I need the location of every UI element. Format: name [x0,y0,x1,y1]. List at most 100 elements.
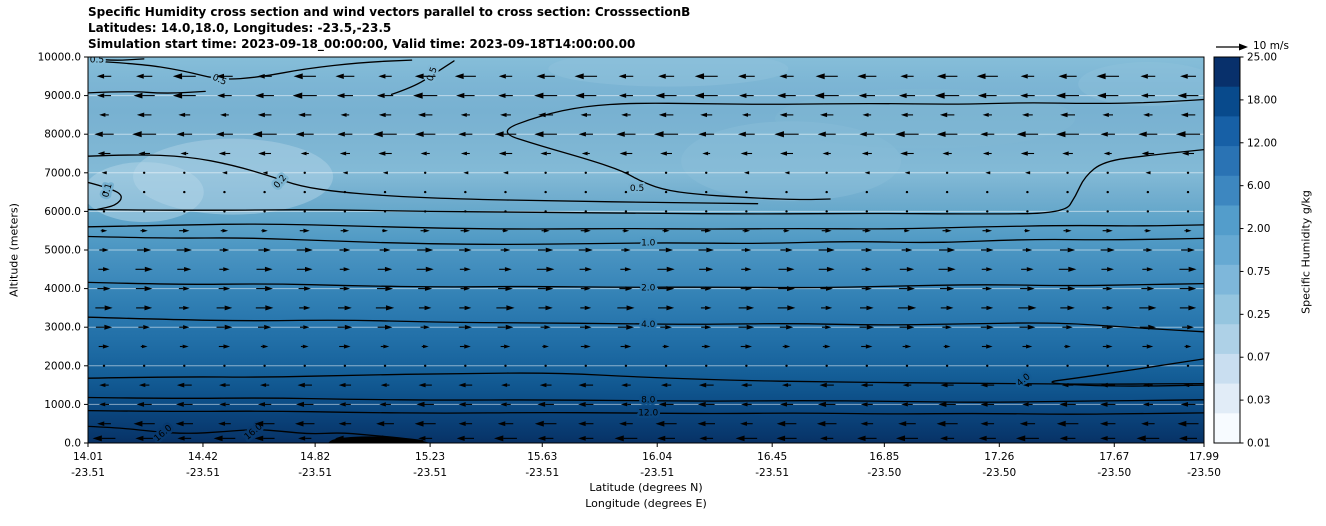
wind-vector-head [219,383,226,388]
wind-vector-head [546,266,555,272]
wind-vector-head [223,267,230,272]
wind-vector-head [1180,402,1188,407]
wind-vector-head [826,286,833,291]
x-tick-label-lon: -23.50 [867,467,901,479]
wind-calm-dot [383,190,387,194]
wind-vector-head [1068,266,1077,272]
wind-vector-head [293,73,303,80]
wind-vector-head [380,383,387,388]
wind-calm-dot [905,190,909,194]
wind-vector-head [1187,247,1195,253]
wind-vector-head [945,228,952,233]
wind-vector-head [780,151,788,156]
wind-vector-head [1067,286,1076,292]
wind-vector-head [339,151,347,156]
wind-calm-dot [785,364,788,367]
wind-vector-head [262,344,269,349]
wind-vector-head [976,73,986,80]
wind-vector-head [344,305,352,311]
wind-vector-head [223,286,231,291]
contour-line [390,60,455,96]
wind-vector-head [424,286,433,291]
wind-vector-head [378,112,386,118]
colorbar-label: Specific Humidity g/kg [1299,190,1313,314]
wind-vector-head [985,228,993,233]
contour-label: 2.0 [641,283,656,293]
wind-vector-head [180,151,187,156]
wind-vector-head [902,383,909,388]
wind-vector-head [425,247,434,253]
wind-vector-head [864,171,870,175]
wind-calm-dot [183,171,186,174]
x-tick-label-lat: 16.85 [869,451,899,463]
wind-calm-dot [263,364,266,367]
wind-calm-dot [1066,364,1069,367]
wind-vector-head [540,151,547,156]
wind-vector-head [136,401,145,407]
wind-vector-head [418,436,426,441]
wind-vector-head [745,267,752,272]
wind-vector-head [373,131,383,138]
wind-vector-head [505,286,513,291]
wind-vector-head [99,112,106,117]
wind-vector-head [574,73,584,80]
wind-vector-head [1143,112,1150,117]
wind-vector-head [825,228,832,233]
wind-vector-head [985,171,991,175]
contour-line [88,372,1204,385]
y-tick-label: 9000.0 [44,90,81,102]
wind-vector-head [176,382,185,388]
wind-vector-head [621,383,628,388]
wind-calm-dot [905,364,909,367]
wind-vector-head [819,382,827,388]
wind-vector-head [857,435,866,442]
wind-vector-head [545,247,554,253]
wind-calm-dot [504,190,507,194]
wind-calm-dot [383,210,387,213]
wind-vector-head [1146,267,1154,272]
contour-label: 8.0 [641,395,656,405]
wind-calm-dot [1146,210,1150,213]
wind-vector-head [1185,344,1192,349]
wind-vector-head [740,421,747,426]
wind-vector-head [458,421,466,426]
wind-vector-head [343,286,351,291]
wind-vector-head [1026,248,1033,252]
wind-vector-head [1106,344,1113,349]
wind-vector-head [344,324,353,330]
wind-calm-dot [945,171,949,174]
colorbar-band [1214,57,1240,88]
contour-line [88,425,424,442]
wind-vector-head [537,435,546,441]
wind-vector-head [1103,151,1110,156]
wind-vector-head [704,344,711,349]
wind-calm-dot [142,171,146,174]
wind-vector-head [817,401,826,407]
wind-vector-head [504,267,512,272]
wind-vector-head [343,247,351,253]
wind-calm-dot [263,190,266,194]
wind-vector-head [1182,383,1190,388]
wind-vector-head [216,73,224,79]
wind-vector-head [742,112,749,117]
wind-vector-head [904,228,910,233]
colorbar-tick-label: 0.75 [1247,266,1270,278]
wind-vector-head [785,247,793,253]
wind-vector-head [172,73,183,80]
wind-vector-head [900,74,908,79]
contour-line [506,98,1204,201]
wind-vector-head [500,112,507,117]
wind-vector-head [619,421,627,427]
wind-vector-head [624,344,632,349]
wind-vector-head [213,435,223,442]
wind-vector-head [698,382,707,388]
wind-calm-dot [142,190,146,194]
wind-vector-head [700,112,708,118]
wind-calm-dot [825,171,828,174]
wind-calm-dot [705,171,708,174]
wind-vector-head [905,344,912,349]
wind-vector-head [498,151,506,156]
colorbar-band [1214,235,1240,266]
wind-vector-head [414,420,424,427]
